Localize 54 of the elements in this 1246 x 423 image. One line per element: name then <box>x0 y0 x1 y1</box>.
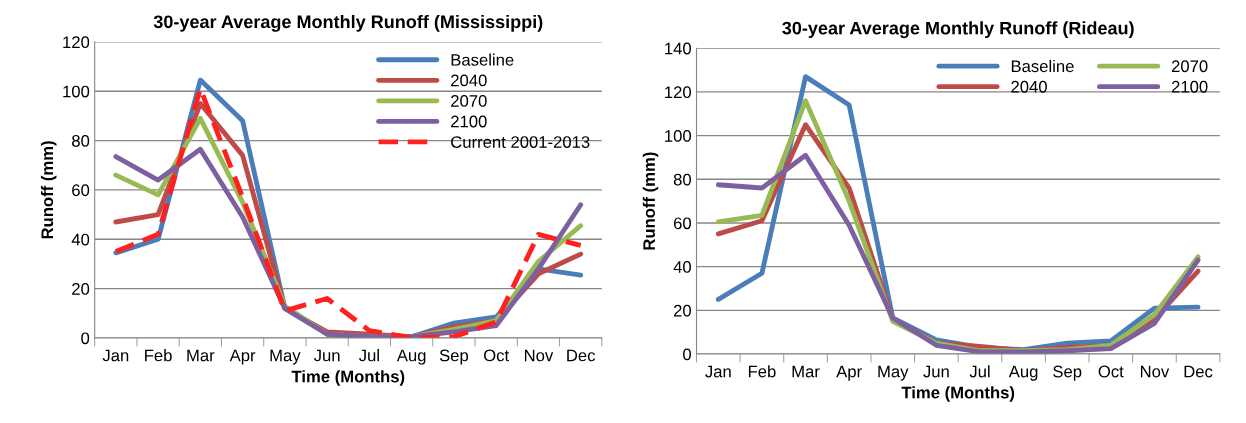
chart-title: 30-year Average Monthly Runoff (Rideau) <box>782 21 1134 39</box>
y-tick-label: 40 <box>71 233 90 246</box>
y-axis-title: Runoff (mm) <box>40 141 57 239</box>
x-tick-label: Jul <box>969 365 990 378</box>
x-tick-label: Feb <box>145 349 172 362</box>
x-tick-label: Oct <box>483 349 510 362</box>
x-tick-label: Jan <box>102 349 129 362</box>
x-tick-label: Sep <box>1053 365 1082 381</box>
x-tick-label: Oct <box>1098 365 1124 378</box>
chart-title: 30-year Average Monthly Runoff (Mississippi) <box>153 14 543 32</box>
y-tick-label: 0 <box>683 348 691 361</box>
y-tick-label: 100 <box>63 85 90 98</box>
x-tick-label: Jan <box>705 365 731 378</box>
y-tick-label: 0 <box>81 332 90 345</box>
x-tick-label: Apr <box>836 365 862 381</box>
legend-label: 2040 <box>451 74 487 87</box>
x-tick-label: Dec <box>1184 365 1213 378</box>
x-tick-label: Mar <box>187 349 215 362</box>
x-tick-label: May <box>878 365 909 381</box>
x-tick-label: Aug <box>396 349 426 365</box>
x-tick-label: Sep <box>439 349 469 365</box>
legend-label: 2100 <box>451 115 487 128</box>
legend-label: 2070 <box>1171 60 1208 73</box>
y-tick-label: 140 <box>665 42 691 55</box>
y-tick-label: 120 <box>63 36 90 49</box>
legend-label: 2040 <box>1011 80 1047 93</box>
x-axis-title: Time (Months) <box>901 386 1015 402</box>
y-tick-label: 80 <box>673 173 691 186</box>
x-tick-label: Nov <box>524 349 554 362</box>
y-axis-title: Runoff (mm) <box>642 152 659 250</box>
y-tick-label: 60 <box>72 184 90 197</box>
legend-label: 2100 <box>1171 80 1208 93</box>
y-tick-label: 60 <box>673 217 691 230</box>
legend-label: Baseline <box>1011 59 1074 73</box>
x-tick-label: Jun <box>923 365 949 378</box>
x-tick-label: Mar <box>792 365 820 378</box>
legend-label: 2070 <box>451 95 487 107</box>
x-tick-label: Apr <box>229 349 256 365</box>
x-tick-label: Dec <box>567 349 596 362</box>
y-tick-label: 80 <box>72 134 90 147</box>
y-tick-label: 20 <box>673 304 691 317</box>
y-tick-label: 120 <box>665 86 691 99</box>
legend-label: Baseline <box>451 53 514 66</box>
y-tick-label: 40 <box>673 261 691 273</box>
x-tick-label: May <box>270 349 301 365</box>
x-tick-label: Feb <box>748 365 776 378</box>
x-axis-title: Time (Months) <box>291 370 405 386</box>
y-tick-label: 100 <box>665 130 691 142</box>
y-tick-label: 20 <box>72 283 90 295</box>
x-tick-label: Aug <box>1008 365 1038 381</box>
x-tick-label: Nov <box>1140 365 1170 378</box>
x-tick-label: Jun <box>313 349 340 362</box>
legend-label: Current 2001-2013 <box>451 136 590 148</box>
x-tick-label: Jul <box>359 349 379 362</box>
